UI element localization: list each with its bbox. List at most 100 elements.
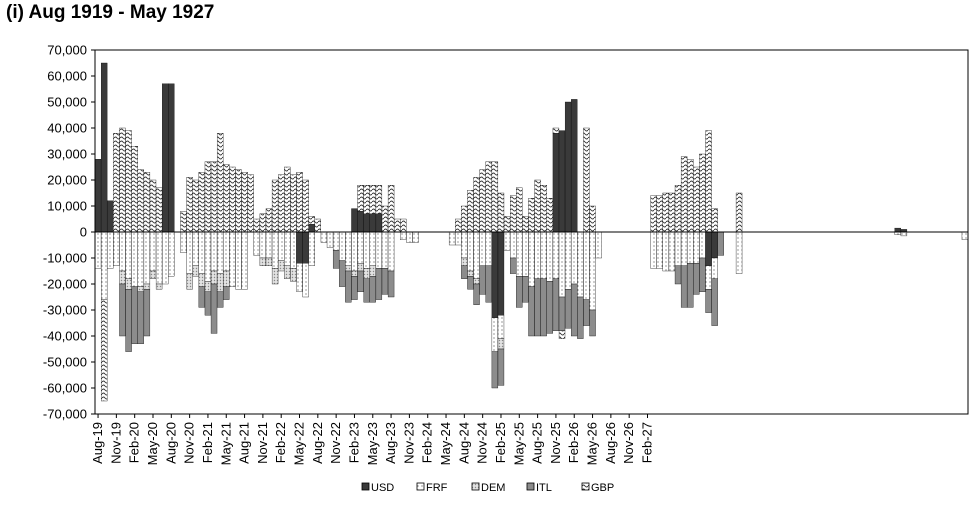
bar-usd (308, 224, 315, 233)
bar-frf (516, 231, 523, 277)
bar-itl (137, 291, 144, 344)
x-tick-label: Feb-27 (639, 422, 654, 463)
bar-frf (119, 231, 126, 272)
bar-frf (357, 231, 364, 264)
bar-itl (351, 276, 358, 300)
bar-dem (473, 278, 480, 285)
x-tick-label: Aug-19 (90, 422, 105, 464)
bar-dem (143, 283, 151, 290)
bar-itl (699, 257, 706, 292)
bar-frf (235, 231, 242, 290)
bar-gbp (473, 177, 480, 233)
bar-gbp (131, 146, 138, 233)
bar-usd (94, 159, 102, 233)
bar-dem (357, 263, 364, 272)
bar-gbp (229, 166, 236, 233)
bar-dem (363, 268, 370, 279)
bar-frf (271, 231, 279, 269)
bar-gbp (394, 218, 401, 233)
bar-dem (192, 265, 199, 277)
x-tick-label: Aug-23 (383, 422, 398, 464)
bar-gbp (186, 177, 193, 233)
x-tick-label: Aug-26 (603, 422, 618, 464)
bar-frf (296, 263, 303, 292)
bar-dem (223, 270, 230, 287)
bar-itl (528, 286, 535, 337)
bar-gbp (589, 205, 596, 233)
bar-itl (485, 265, 492, 303)
x-tick-label: May-20 (145, 422, 160, 465)
bar-dem (198, 273, 205, 287)
x-tick-label: Aug-25 (530, 422, 545, 464)
legend: USD FRF DEM ITL GBP (361, 482, 614, 494)
legend-swatch-gbp (581, 482, 590, 491)
bar-frf (192, 231, 199, 266)
bar-gbp (711, 208, 718, 233)
bar-gbp (687, 159, 694, 233)
bar-dem (271, 268, 279, 285)
bar-frf (204, 231, 212, 282)
bar-itl (497, 348, 505, 386)
bar-frf (485, 231, 492, 266)
bar-gbp (125, 130, 132, 233)
bar-itl (546, 281, 553, 334)
bar-frf (577, 231, 584, 298)
legend-swatch-itl (526, 482, 535, 491)
x-tick-label: Feb-21 (200, 422, 215, 463)
bar-dem (210, 270, 218, 285)
x-tick-label: May-26 (585, 422, 600, 465)
bar-frf (406, 231, 413, 243)
bar-frf (278, 231, 285, 261)
bar-frf (210, 231, 218, 272)
bar-itl (540, 278, 547, 337)
bar-frf (558, 231, 566, 298)
x-tick-label: Feb-23 (346, 422, 361, 463)
bar-frf (571, 231, 578, 285)
bar-itl (680, 265, 688, 308)
bar-itl (589, 309, 596, 337)
bar-gbp (400, 218, 407, 233)
y-tick-label: 70,000 (47, 43, 87, 58)
y-tick-label: 30,000 (47, 147, 87, 162)
bar-frf (162, 231, 169, 285)
bar-dem (497, 338, 505, 350)
bar-frf (155, 231, 163, 285)
bar-usd (100, 62, 108, 233)
bar-itl (491, 351, 499, 389)
bar-frf (448, 231, 456, 246)
bar-itl (467, 276, 474, 290)
bar-frf (168, 231, 175, 277)
y-tick-label: -20,000 (43, 277, 87, 292)
x-tick-label: May-24 (438, 422, 453, 465)
x-tick-label: Nov-20 (182, 422, 197, 464)
bar-gbp (497, 192, 505, 233)
bar-gbp (516, 187, 523, 233)
bar-frf (320, 231, 328, 243)
bar-itl (204, 291, 212, 316)
x-tick-label: Feb-24 (420, 422, 435, 463)
bar-gbp (705, 130, 712, 233)
bar-gbp (558, 330, 566, 339)
bar-itl (339, 260, 346, 287)
bar-itl (357, 270, 364, 292)
bar-frf (467, 231, 474, 272)
bar-gbp (357, 185, 364, 212)
bar-gbp (479, 169, 486, 233)
bar-gbp (259, 213, 267, 233)
bar-usd (375, 213, 383, 233)
bar-gbp (583, 127, 590, 233)
bar-frf (216, 231, 224, 274)
y-tick-label: 10,000 (47, 199, 87, 214)
bar-usd (351, 208, 358, 233)
bar-usd (357, 211, 364, 233)
legend-swatch-usd (361, 482, 370, 491)
bar-dem (461, 257, 468, 266)
bar-usd (894, 227, 901, 233)
bar-frf (491, 317, 499, 352)
bar-dem (290, 268, 297, 282)
bar-frf (308, 231, 315, 266)
bar-itl (461, 265, 468, 279)
bar-itl (571, 283, 578, 337)
bar-frf (253, 231, 260, 256)
